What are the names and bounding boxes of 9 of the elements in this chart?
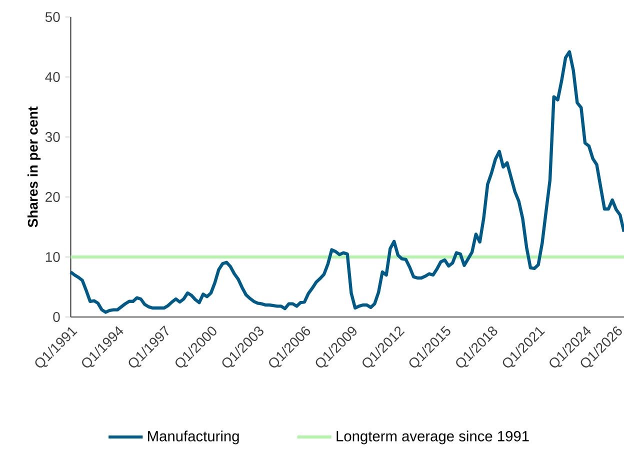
y-tick-label: 20 bbox=[46, 192, 60, 202]
y-tick-label: 40 bbox=[45, 72, 60, 82]
y-tick-label: 30 bbox=[45, 132, 60, 142]
y-axis-title: Shares in per cent bbox=[28, 106, 41, 228]
y-tick-label: 0 bbox=[53, 312, 60, 322]
y-tick-label: 50 bbox=[45, 12, 60, 22]
legend-label: Manufacturing bbox=[148, 430, 239, 444]
y-tick-label: 10 bbox=[46, 252, 60, 262]
legend-label: Longterm average since 1991 bbox=[336, 430, 529, 444]
